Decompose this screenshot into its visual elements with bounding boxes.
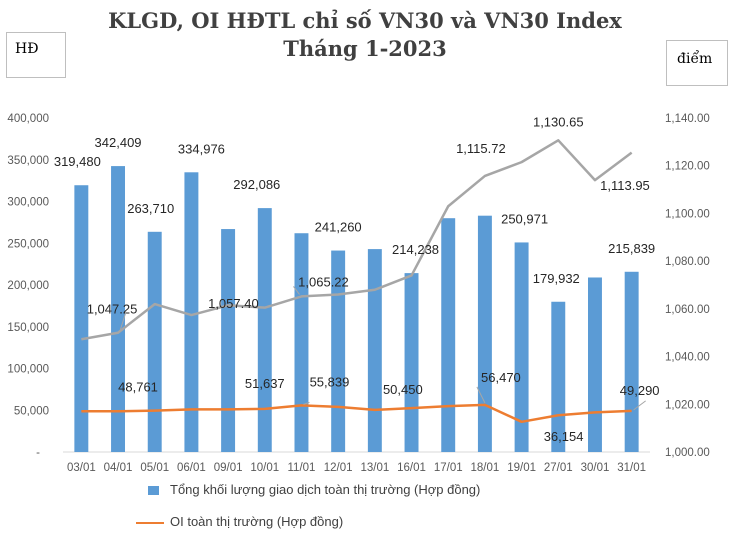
legend-bar-swatch (148, 486, 159, 495)
left-tick-label: - (36, 447, 40, 459)
oi-value-label: 36,154 (544, 429, 584, 444)
bar (331, 250, 346, 452)
bar-value-label: 179,932 (533, 271, 580, 286)
right-tick-label: 1,080.00 (665, 256, 710, 268)
x-tick-label: 31/01 (617, 462, 646, 474)
bar (514, 242, 529, 452)
bar-value-label: 342,409 (95, 135, 142, 150)
bar-value-label: 215,839 (608, 241, 655, 256)
x-tick-label: 17/01 (434, 462, 463, 474)
x-tick-label: 19/01 (507, 462, 536, 474)
index-leader-line (119, 311, 127, 331)
bar (587, 277, 602, 452)
oi-line (81, 403, 632, 424)
x-tick-label: 10/01 (250, 462, 279, 474)
index-value-label: 1,057.40 (208, 296, 259, 311)
chart-title-line1: KLGD, OI HĐTL chỉ số VN30 và VN30 Index (108, 8, 622, 33)
index-value-label: 1,065.22 (298, 274, 349, 289)
left-axis-unit-label: HĐ (15, 41, 39, 57)
left-tick-label: 250,000 (7, 238, 49, 250)
right-tick-label: 1,120.00 (665, 161, 710, 173)
x-tick-label: 05/01 (140, 462, 169, 474)
x-tick-label: 06/01 (177, 462, 206, 474)
bar (111, 166, 126, 452)
oi-value-label: 48,761 (118, 379, 158, 394)
legend-oi-label: OI toàn thị trường (Hợp đồng) (170, 514, 344, 529)
x-tick-label: 18/01 (471, 462, 500, 474)
index-value-label: 1,047.25 (87, 302, 138, 317)
legend-bar-label: Tổng khối lượng giao dịch toàn thị trườn… (170, 482, 481, 497)
x-tick-label: 09/01 (214, 462, 243, 474)
x-tick-label: 12/01 (324, 462, 353, 474)
oi-value-label: 50,450 (383, 382, 423, 397)
oi-leader-line (303, 401, 310, 405)
bar-value-label: 292,086 (233, 177, 280, 192)
right-tick-label: 1,060.00 (665, 304, 710, 316)
bar (184, 172, 199, 452)
bar (147, 231, 162, 452)
bar-value-label: 214,238 (392, 242, 439, 257)
bar-value-label: 319,480 (54, 154, 101, 169)
right-tick-label: 1,040.00 (665, 352, 710, 364)
oi-value-label: 49,290 (620, 383, 660, 398)
chart-title-line2: Tháng 1-2023 (283, 36, 447, 61)
left-tick-label: 350,000 (7, 155, 49, 167)
bar-value-label: 241,260 (315, 220, 362, 235)
right-tick-label: 1,140.00 (665, 113, 710, 125)
bar-value-label: 250,971 (501, 211, 548, 226)
index-leader-line (293, 286, 300, 295)
bar (404, 273, 419, 452)
x-tick-label: 30/01 (581, 462, 610, 474)
right-tick-label: 1,100.00 (665, 208, 710, 220)
x-tick-label: 16/01 (397, 462, 426, 474)
oi-value-label: 51,637 (245, 376, 285, 391)
oi-leader-line (633, 400, 646, 411)
bar-value-label: 263,710 (127, 201, 174, 216)
oi-leader-line (476, 386, 486, 404)
x-tick-label: 11/01 (288, 462, 316, 474)
right-tick-label: 1,020.00 (665, 399, 710, 411)
index-value-label: 1,113.95 (600, 178, 650, 193)
index-value-label: 1,130.65 (533, 114, 584, 129)
x-tick-label: 03/01 (67, 462, 96, 474)
oi-value-label: 55,839 (310, 374, 350, 389)
legend-oi-swatch (136, 522, 164, 524)
left-axis-unit-box: HĐ (6, 32, 66, 78)
left-tick-label: 300,000 (7, 197, 49, 209)
x-tick-label: 13/01 (360, 462, 389, 474)
x-tick-label: 04/01 (104, 462, 133, 474)
right-axis-unit-box: điểm (666, 40, 728, 86)
bar (257, 208, 272, 452)
right-axis-unit-label: điểm (677, 51, 713, 67)
left-tick-label: 100,000 (7, 364, 49, 376)
bar (624, 271, 639, 452)
bar (74, 185, 89, 453)
index-value-label: 1,115.72 (456, 141, 506, 156)
bar (221, 229, 236, 452)
left-tick-label: 150,000 (7, 322, 49, 334)
right-tick-label: 1,000.00 (665, 447, 710, 459)
bar (477, 215, 492, 452)
bar (294, 233, 309, 452)
bar-value-label: 334,976 (178, 141, 225, 156)
oi-value-label: 56,470 (481, 370, 521, 385)
vn30-index-line (81, 139, 633, 341)
left-tick-label: 200,000 (7, 280, 49, 292)
bar (441, 218, 456, 452)
x-tick-label: 27/01 (544, 462, 573, 474)
left-tick-label: 400,000 (7, 113, 49, 125)
bar (367, 249, 382, 452)
left-tick-label: 50,000 (14, 405, 49, 417)
